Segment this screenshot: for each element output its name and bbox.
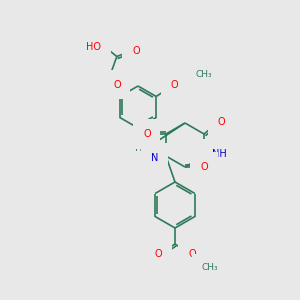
Text: O: O [132, 46, 140, 56]
Text: CH₃: CH₃ [195, 70, 212, 79]
Text: O: O [200, 162, 208, 172]
Text: O: O [188, 249, 196, 259]
Text: O: O [143, 129, 151, 139]
Text: NH: NH [212, 149, 227, 159]
Text: O: O [217, 117, 225, 127]
Text: O: O [170, 80, 178, 91]
Text: H: H [135, 143, 142, 153]
Text: HO: HO [86, 41, 101, 52]
Text: O: O [154, 249, 162, 259]
Text: N: N [151, 153, 158, 163]
Text: O: O [113, 80, 121, 89]
Text: CH₃: CH₃ [201, 263, 217, 272]
